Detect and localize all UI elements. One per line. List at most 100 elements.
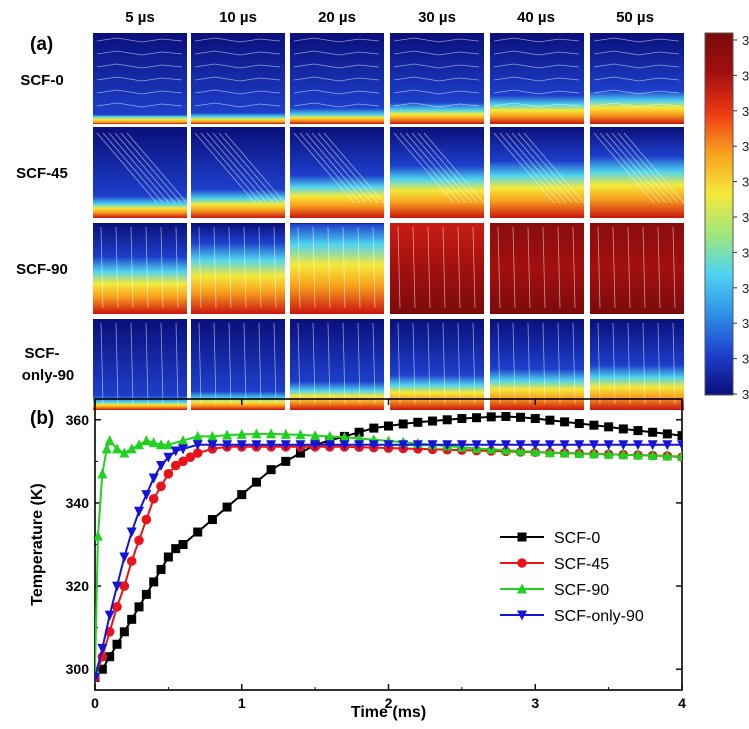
- data-point-scf-0: [516, 412, 526, 422]
- streamline: [393, 37, 480, 43]
- streamline: [218, 132, 280, 204]
- thermal-map-panel: [290, 319, 384, 410]
- streamline: [393, 76, 480, 82]
- streamline: [372, 226, 376, 309]
- streamline: [527, 322, 531, 405]
- data-point-scf-only-90: [222, 440, 233, 451]
- streamline: [457, 226, 461, 309]
- data-point-scf-0: [618, 424, 628, 434]
- thermal-map-panel: [290, 223, 384, 314]
- streamline: [212, 132, 274, 204]
- streamline: [399, 132, 461, 204]
- streamline: [293, 37, 380, 43]
- streamline: [194, 50, 281, 56]
- streamline: [572, 226, 576, 309]
- streamline: [493, 63, 580, 69]
- streamline: [293, 102, 380, 108]
- data-point-scf-0: [604, 422, 614, 432]
- colorbar-ticks: 350 345 340 335 330 325 320 315 310 305 300: [733, 33, 749, 402]
- streamline: [293, 89, 380, 95]
- data-point-scf-90: [126, 443, 137, 454]
- data-point-scf-45: [156, 481, 166, 492]
- streamline: [327, 226, 331, 309]
- data-point-scf-only-90: [677, 440, 682, 451]
- data-point-scf-only-90: [427, 440, 438, 451]
- data-point-scf-45: [126, 556, 137, 566]
- data-point-scf-only-90: [134, 506, 145, 517]
- data-point-scf-0: [530, 414, 540, 424]
- data-point-scf-only-90: [618, 440, 629, 451]
- streamline: [228, 226, 232, 309]
- data-point-scf-only-90: [207, 440, 218, 451]
- data-point-scf-0: [413, 417, 423, 427]
- data-point-scf-45: [178, 456, 188, 467]
- streamline: [120, 132, 182, 204]
- thermal-map-panel: [93, 223, 187, 314]
- streamline: [96, 102, 183, 108]
- streamline: [293, 50, 380, 56]
- streamline: [511, 132, 573, 204]
- streamline: [393, 50, 480, 56]
- colorbar-tick-label: 345: [742, 68, 749, 83]
- data-point-scf-0: [266, 465, 276, 475]
- streamline: [493, 132, 555, 204]
- streamline: [200, 132, 262, 204]
- data-point-scf-90: [95, 530, 103, 541]
- data-point-scf-only-90: [148, 473, 159, 484]
- y-tick-label: 320: [66, 578, 90, 594]
- data-point-scf-only-90: [412, 440, 423, 451]
- data-point-scf-only-90: [178, 444, 189, 455]
- data-point-scf-only-90: [236, 440, 247, 451]
- data-point-scf-0: [457, 414, 467, 424]
- streamline: [311, 132, 373, 204]
- thermal-map-panel: [390, 223, 484, 314]
- y-axis-title: Temperature (K): [29, 483, 46, 605]
- data-point-scf-only-90: [500, 440, 511, 451]
- streamline: [517, 132, 579, 204]
- streamline: [126, 132, 188, 204]
- data-point-scf-0: [398, 419, 408, 429]
- series-scf-only-90: [95, 440, 682, 684]
- data-point-scf-only-90: [486, 440, 497, 451]
- streamline: [442, 322, 446, 405]
- line-chart: 0 1 2 3 4 300 320 340 360 Time (ms) Temperature (K…: [29, 398, 686, 721]
- streamline: [194, 132, 256, 204]
- data-point-scf-90: [251, 428, 262, 439]
- streamline: [243, 226, 247, 309]
- data-point-scf-0: [134, 602, 144, 612]
- x-axis-title: Time (ms): [351, 704, 426, 721]
- data-point-scf-90: [632, 449, 643, 460]
- data-point-scf-only-90: [647, 440, 658, 451]
- streamline: [297, 226, 301, 309]
- data-point-scf-90: [141, 435, 152, 446]
- streamline: [393, 89, 480, 95]
- streamline: [342, 322, 346, 405]
- streamline: [393, 132, 455, 204]
- streamline: [96, 76, 183, 82]
- data-point-scf-only-90: [559, 440, 570, 451]
- streamline: [593, 63, 680, 69]
- colorbar-tick-label: 340: [742, 104, 749, 119]
- data-point-scf-0: [112, 639, 122, 649]
- data-point-scf-only-90: [368, 440, 379, 451]
- streamline: [593, 132, 655, 204]
- streamline: [442, 226, 446, 309]
- data-point-scf-0: [193, 527, 203, 537]
- data-point-scf-only-90: [251, 440, 262, 451]
- streamline: [572, 322, 576, 405]
- streamline: [342, 226, 346, 309]
- streamline: [299, 132, 361, 204]
- legend-marker-scf-0: [517, 532, 527, 542]
- data-point-scf-90: [207, 430, 218, 441]
- data-point-scf-0: [354, 427, 364, 437]
- time-label-20us: 20 µs: [318, 9, 356, 26]
- panel-a: (a) 5 µs 10 µs 20 µs 30 µs 40 µs 50 µs S…: [16, 9, 749, 410]
- colorbar-gradient: [704, 32, 734, 396]
- colorbar-tick-label: 315: [742, 281, 749, 296]
- data-point-scf-90: [339, 431, 350, 442]
- row-labels: SCF-0 SCF-45 SCF-90 SCF- only-90: [16, 72, 74, 384]
- streamline: [194, 63, 281, 69]
- data-point-scf-only-90: [339, 440, 350, 451]
- streamline: [115, 322, 119, 405]
- legend-label-scf-90: SCF-90: [554, 582, 609, 599]
